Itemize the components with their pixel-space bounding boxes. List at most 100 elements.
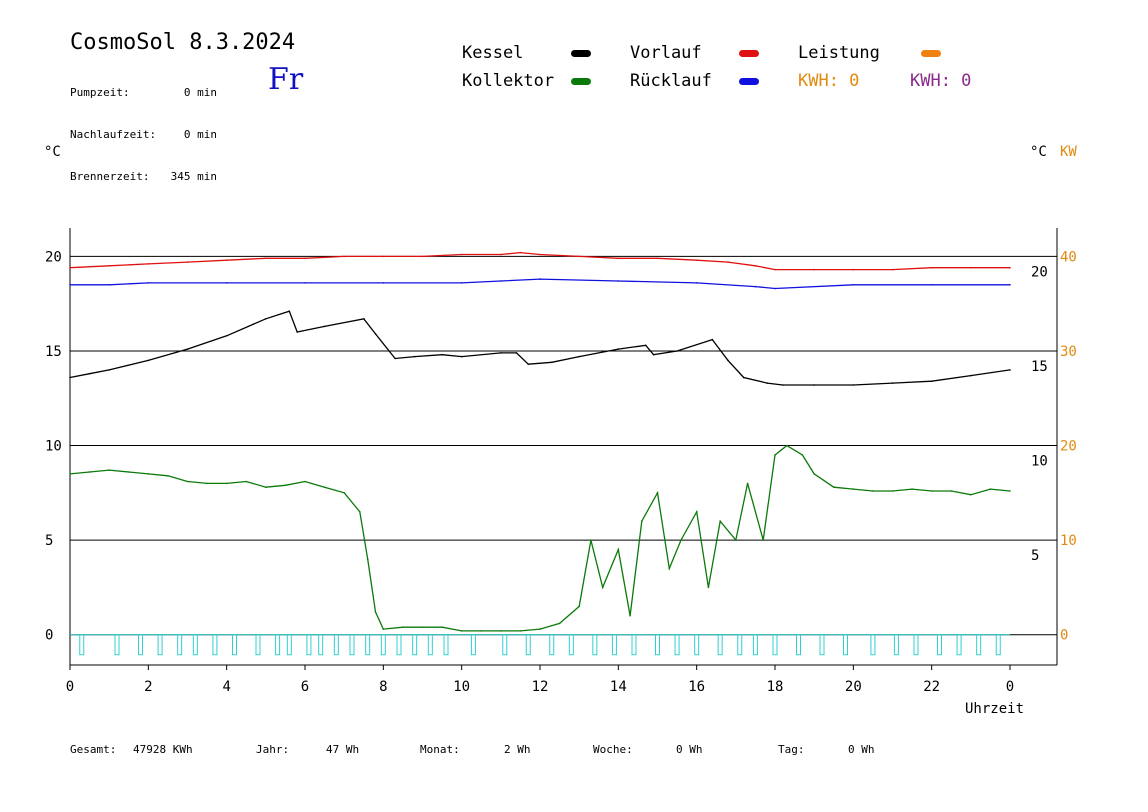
series-leistung-pulse-24 [549, 634, 555, 656]
series-kollektor-point-33 [641, 520, 643, 522]
series-leistung-pulse-43 [956, 634, 962, 656]
y-tick-kw-10: 10 [1060, 533, 1077, 549]
series-kollektor-point-41 [746, 482, 749, 485]
y-tick-right-20: 20 [1031, 264, 1048, 280]
series-kessel-point-34 [970, 374, 972, 377]
series-leistung-pulse-5 [192, 634, 198, 656]
y-tick-left-15: 15 [45, 344, 62, 360]
footer-tag-label: Tag: [778, 743, 805, 756]
series-vorlauf-point-19 [754, 265, 757, 267]
series-kessel-point-6 [265, 318, 267, 320]
series-r-cklauf-point-3 [225, 282, 228, 284]
series-r-cklauf-point-15 [1009, 284, 1011, 286]
series-vorlauf-point-22 [852, 268, 855, 271]
y-tick-right-10: 10 [1031, 454, 1048, 470]
series-kollektor-point-8 [225, 482, 228, 485]
series-vorlauf-point-11 [500, 253, 502, 256]
series-kollektor-point-17 [374, 611, 377, 613]
series-r-cklauf-point-1 [108, 284, 110, 286]
series-r-cklauf-point-12 [774, 287, 776, 290]
series-leistung-pulse-9 [275, 634, 281, 656]
series-kollektor-point-27 [558, 622, 561, 625]
y-tick-left-5: 5 [45, 533, 53, 549]
series-kessel-point-8 [296, 331, 299, 333]
series-kollektor-point-30 [601, 586, 604, 589]
series-leistung-pulse-35 [772, 634, 778, 656]
series-vorlauf-point-21 [813, 268, 815, 271]
series-kollektor-point-29 [590, 539, 592, 541]
series-r-cklauf-point-9 [617, 280, 620, 282]
y-tick-kw-40: 40 [1060, 249, 1077, 265]
series-kessel-point-18 [527, 363, 530, 366]
x-tick-label-1: 2 [144, 679, 152, 695]
series-leistung-pulse-3 [157, 634, 163, 656]
series-vorlauf-point-7 [343, 255, 346, 258]
series-leistung-pulse-38 [843, 634, 848, 656]
series-kessel-point-0 [69, 376, 71, 379]
footer-gesamt-value: 47928 KWh [133, 743, 193, 756]
series-vorlauf-point-23 [891, 268, 894, 271]
series-r-cklauf-line [70, 278, 1010, 290]
x-tick-label-2: 4 [222, 679, 230, 695]
series-leistung-pulse-23 [525, 634, 531, 656]
footer-jahr-value: 47 Wh [326, 743, 360, 756]
series-leistung-pulse-19 [427, 634, 433, 656]
series-vorlauf-point-17 [695, 259, 698, 262]
series-leistung-pulse-17 [396, 634, 402, 656]
series-leistung-pulse-27 [611, 634, 617, 656]
series-kollektor-line [69, 444, 1011, 632]
right-axis-unit: °C [1030, 144, 1047, 160]
series-leistung-pulse-6 [212, 634, 218, 656]
series-kollektor-point-12 [304, 480, 306, 483]
series-leistung-pulse-37 [819, 634, 825, 656]
series-kessel-point-13 [413, 355, 416, 358]
series-kollektor-point-1 [88, 471, 91, 473]
series-kessel-point-26 [727, 359, 729, 362]
legend-ruecklauf-swatch [739, 78, 759, 85]
series-kollektor-point-18 [382, 628, 385, 630]
series-leistung-pulse-31 [694, 634, 700, 656]
x-tick-label-12: 0 [1006, 679, 1014, 695]
series-leistung-pulse-44 [976, 634, 982, 656]
series-kollektor-point-15 [359, 511, 361, 513]
series-vorlauf-point-5 [265, 257, 267, 260]
footer-woche-value: 0 Wh [676, 743, 703, 756]
series-leistung-pulse-33 [737, 634, 743, 656]
series-kollektor-point-54 [970, 493, 972, 496]
series-leistung-pulse-18 [412, 634, 418, 656]
series-kollektor-point-38 [707, 586, 710, 589]
series-kollektor-point-49 [872, 490, 874, 492]
series-leistung-pulse-12 [318, 634, 324, 656]
series-kollektor-point-36 [680, 539, 682, 541]
series-kollektor-point-7 [206, 482, 208, 485]
series-kollektor-point-0 [69, 473, 71, 475]
series-vorlauf-point-6 [304, 257, 306, 260]
stats-values: 0 min 0 min 345 min [160, 58, 217, 198]
series-leistung-pulse-2 [138, 634, 143, 656]
series-kollektor-point-44 [786, 444, 788, 447]
legend-leistung-label: Leistung [798, 43, 880, 63]
series-kollektor-point-25 [519, 630, 522, 632]
series-kessel-point-3 [147, 359, 150, 362]
series-kessel-point-11 [374, 333, 377, 335]
series-kessel-point-17 [515, 352, 518, 354]
series-kessel-point-28 [766, 382, 768, 384]
series-vorlauf-point-8 [382, 255, 385, 258]
y-tick-left-10: 10 [45, 439, 62, 455]
series-vorlauf-point-2 [147, 263, 150, 265]
series-kollektor-point-40 [735, 539, 737, 541]
series-r-cklauf-point-13 [852, 284, 855, 286]
series-kessel-point-29 [782, 384, 784, 386]
series-kessel-point-33 [930, 380, 933, 383]
series-kollektor-point-24 [500, 630, 502, 632]
series-kessel-point-1 [88, 372, 91, 375]
footer-gesamt-label: Gesamt: [70, 743, 117, 756]
series-r-cklauf-point-4 [304, 282, 306, 284]
series-leistung-pulse-14 [349, 634, 355, 656]
y-tick-right-15: 15 [1031, 359, 1048, 375]
series-kollektor-point-16 [366, 558, 369, 560]
x-tick-label-9: 18 [767, 679, 784, 695]
y-tick-left-20: 20 [45, 249, 62, 265]
legend-kessel-swatch [571, 50, 591, 57]
